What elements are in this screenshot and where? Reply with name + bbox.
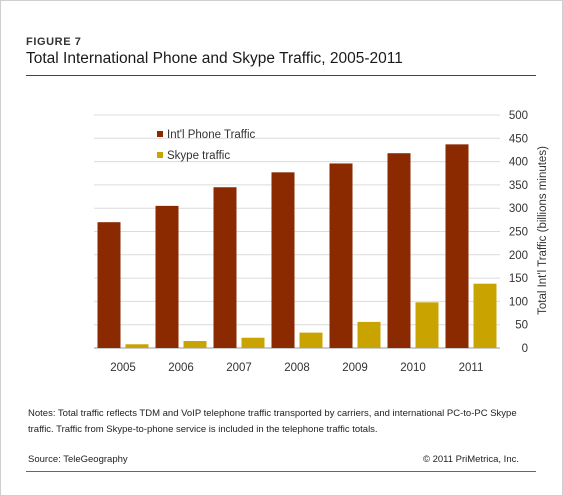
y-tick-label: 50 xyxy=(515,320,528,332)
footer-rule xyxy=(26,471,536,472)
phone-traffic-bar xyxy=(387,153,411,348)
skype-traffic-bar xyxy=(299,332,323,348)
notes-text: Notes: Total traffic reflects TDM and Vo… xyxy=(28,408,517,435)
x-tick-label: 2010 xyxy=(400,362,426,374)
copyright-text: © 2011 PriMetrica, Inc. xyxy=(422,454,519,465)
source-text: Source: TeleGeography xyxy=(28,454,128,465)
x-tick-label: 2007 xyxy=(226,362,252,374)
y-axis-title: Total Int'l Traffic (billions minutes) xyxy=(537,146,549,315)
legend-swatch xyxy=(157,152,163,158)
legend-swatch xyxy=(157,131,163,137)
x-tick-label: 2009 xyxy=(342,362,368,374)
bar-chart: 0 50 100 150 200 250 300 350 400 450 500 2005 2006 20… xyxy=(94,110,549,374)
phone-traffic-bar xyxy=(445,144,469,348)
skype-traffic-bar xyxy=(415,302,439,348)
x-tick-label: 2006 xyxy=(168,362,194,374)
skype-traffic-bar xyxy=(183,341,207,348)
y-tick-label: 450 xyxy=(509,133,528,145)
title-rule xyxy=(26,75,536,76)
y-tick-label: 250 xyxy=(509,227,528,239)
figure-label: FIGURE 7 xyxy=(26,36,82,48)
x-tick-label: 2005 xyxy=(110,362,136,374)
y-tick-label: 100 xyxy=(509,296,528,308)
phone-traffic-bar xyxy=(155,205,179,348)
figure-title: Total International Phone and Skype Traf… xyxy=(26,50,403,67)
y-tick-label: 500 xyxy=(509,110,528,122)
y-tick-label: 400 xyxy=(509,157,528,169)
phone-traffic-bar xyxy=(213,187,237,348)
x-tick-label: 2011 xyxy=(459,362,484,374)
skype-traffic-bar xyxy=(357,321,381,348)
y-tick-label: 150 xyxy=(509,273,528,285)
phone-traffic-bar xyxy=(97,222,121,348)
x-tick-label: 2008 xyxy=(284,362,310,374)
skype-traffic-bar xyxy=(241,337,265,348)
legend-label: Skype traffic xyxy=(167,150,230,162)
y-tick-label: 200 xyxy=(509,250,528,262)
y-tick-label: 0 xyxy=(522,343,528,355)
skype-traffic-bar xyxy=(473,283,497,348)
phone-traffic-bar xyxy=(271,172,295,348)
phone-traffic-bar xyxy=(329,163,353,348)
y-tick-label: 350 xyxy=(509,180,528,192)
skype-traffic-bar xyxy=(125,344,149,348)
legend-label: Int'l Phone Traffic xyxy=(167,129,256,141)
y-tick-label: 300 xyxy=(509,203,528,215)
